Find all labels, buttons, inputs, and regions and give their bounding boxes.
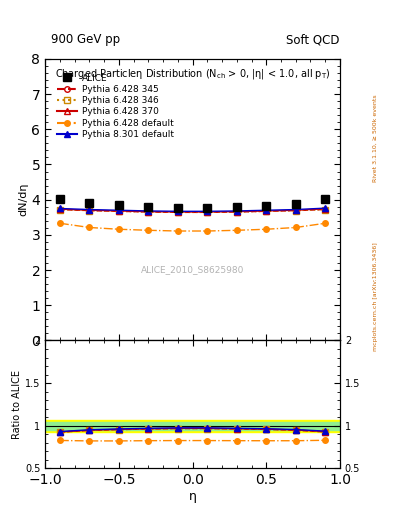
- Text: mcplots.cern.ch [arXiv:1306.3436]: mcplots.cern.ch [arXiv:1306.3436]: [373, 243, 378, 351]
- Y-axis label: dN/dη: dN/dη: [19, 183, 29, 217]
- Bar: [45, 420, 340, 432]
- Y-axis label: Ratio to ALICE: Ratio to ALICE: [12, 370, 22, 439]
- Text: ALICE_2010_S8625980: ALICE_2010_S8625980: [141, 266, 244, 274]
- X-axis label: η: η: [189, 490, 196, 503]
- Legend: ALICE, Pythia 6.428 345, Pythia 6.428 346, Pythia 6.428 370, Pythia 6.428 defaul: ALICE, Pythia 6.428 345, Pythia 6.428 34…: [55, 72, 176, 141]
- Text: Charged Particle$\mathregular{\eta}$ Distribution ($\mathregular{N_{ch}}$ > 0, |: Charged Particle$\mathregular{\eta}$ Dis…: [55, 68, 331, 81]
- Text: Soft QCD: Soft QCD: [286, 33, 340, 46]
- Text: 900 GeV pp: 900 GeV pp: [51, 33, 120, 46]
- Bar: [45, 421, 340, 430]
- Text: Rivet 3.1.10, ≥ 500k events: Rivet 3.1.10, ≥ 500k events: [373, 94, 378, 182]
